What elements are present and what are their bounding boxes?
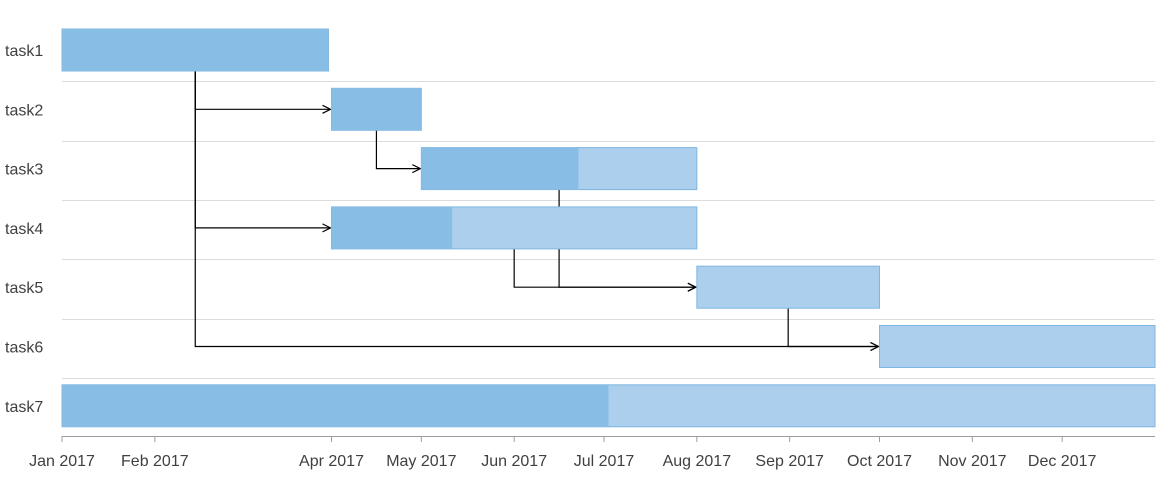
task-progress-task7 <box>62 384 609 427</box>
x-tick-label: Jan 2017 <box>29 453 95 470</box>
task-progress-task4 <box>331 206 453 249</box>
x-tick-label: Feb 2017 <box>121 453 189 470</box>
x-tick-label: May 2017 <box>386 453 456 470</box>
dependency-arrow-task5-to-task6 <box>787 308 878 346</box>
grid-lines <box>62 81 1155 379</box>
x-tick-label: Nov 2017 <box>938 453 1007 470</box>
task-label-task7: task7 <box>5 399 43 416</box>
dependency-links <box>194 71 878 347</box>
dependency-arrow-task4-to-task5 <box>513 248 696 287</box>
x-tick-label: Apr 2017 <box>299 453 364 470</box>
x-axis: Jan 2017 Feb 2017 Apr 2017 May 2017 Jun 2017… <box>29 436 1155 470</box>
x-tick-label: Jul 2017 <box>574 453 635 470</box>
task-label-task5: task5 <box>5 280 43 297</box>
task-label-task2: task2 <box>5 102 43 119</box>
x-tick-label: Oct 2017 <box>847 453 912 470</box>
x-tick-label: Dec 2017 <box>1028 453 1097 470</box>
task-bar-task5 <box>696 265 881 309</box>
task-label-task3: task3 <box>5 162 43 179</box>
x-tick-label: Aug 2017 <box>663 453 732 470</box>
dependency-arrow-task1-to-task4 <box>194 71 330 228</box>
x-tick-label: Sep 2017 <box>755 453 824 470</box>
task-progress-task3 <box>421 147 579 190</box>
task-bar-task6 <box>879 325 1156 368</box>
task-progress-task1 <box>62 29 329 71</box>
task-label-task4: task4 <box>5 221 43 238</box>
dependency-arrow-task2-to-task3 <box>375 130 420 168</box>
dependency-arrow-task1-to-task6 <box>194 71 878 347</box>
x-tick-label: Jun 2017 <box>481 453 547 470</box>
task-progress-task2 <box>331 88 422 131</box>
task-label-task1: task1 <box>5 43 43 60</box>
task-label-task6: task6 <box>5 340 43 357</box>
task-bars <box>61 28 1156 428</box>
dependency-arrow-task1-to-task2 <box>194 71 330 109</box>
task-labels: task1 task2 task3 task4 task5 task6 task7 <box>5 43 43 416</box>
